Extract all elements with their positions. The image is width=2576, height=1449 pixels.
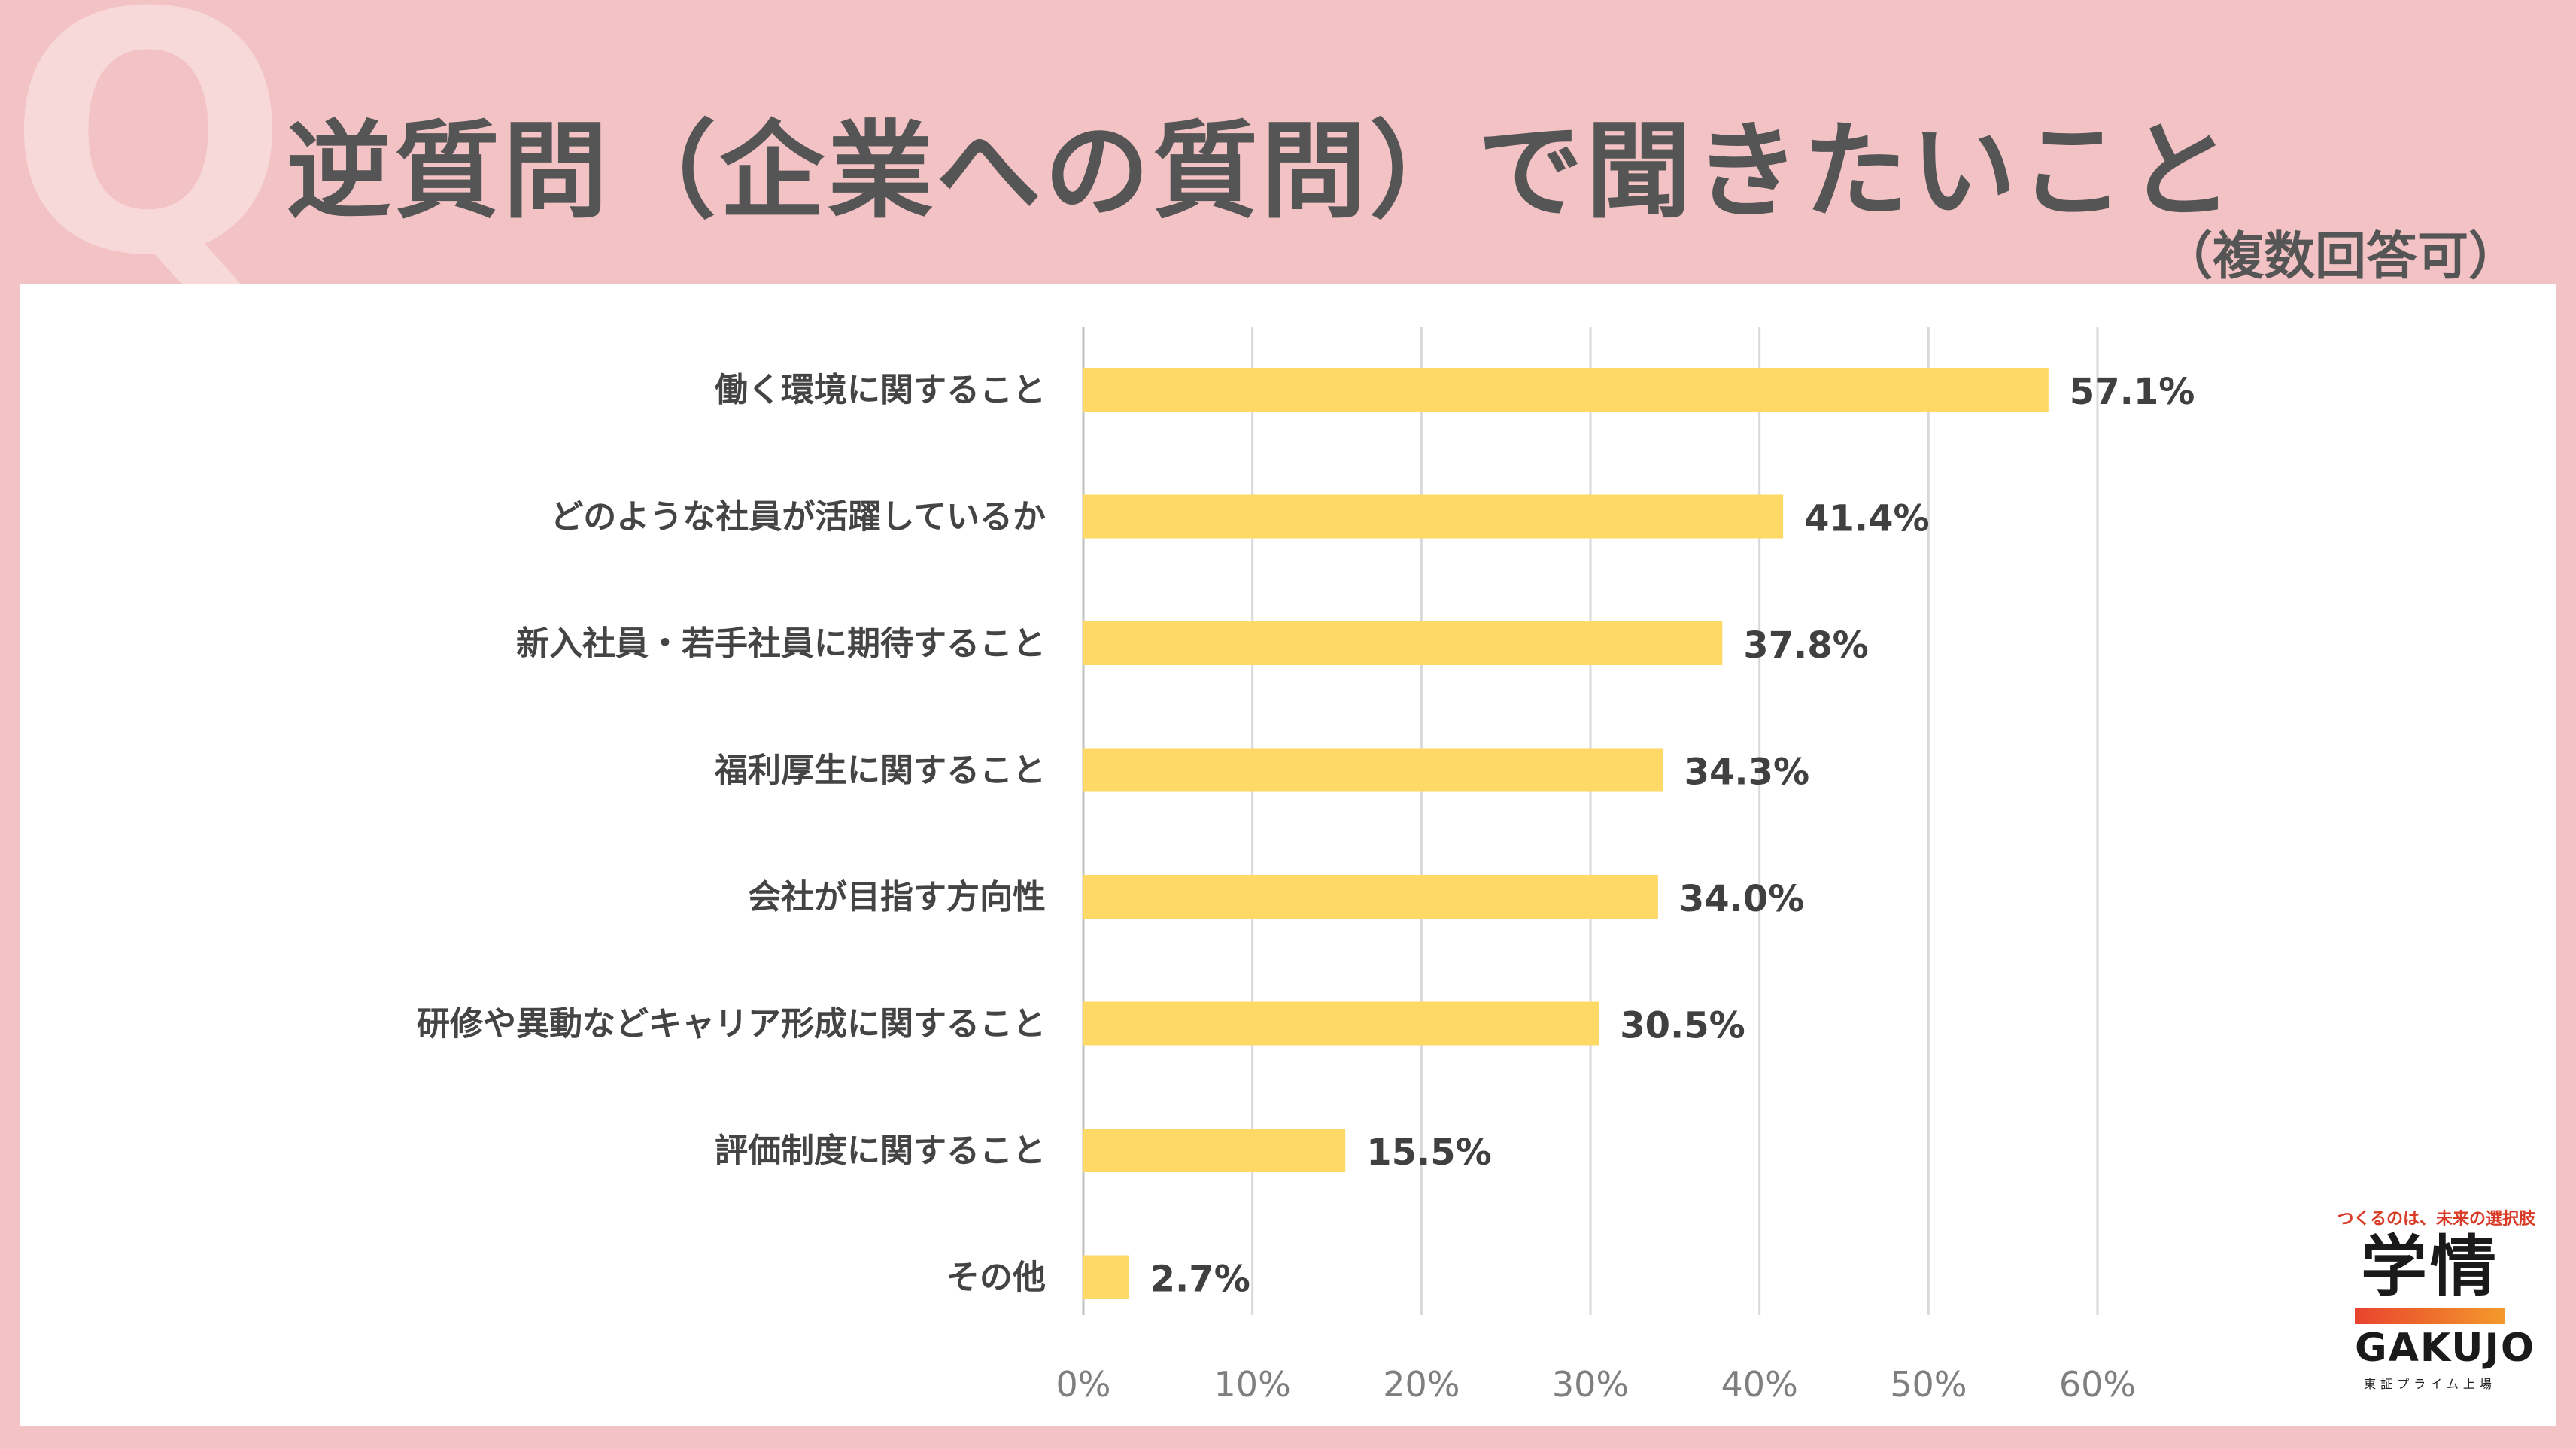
logo-subtext: 東証プライム上場 — [2364, 1377, 2496, 1391]
logo-tagline: つくるのは、未来の選択肢 — [2337, 1210, 2535, 1229]
category-label: 会社が目指す方向性 — [748, 878, 1046, 916]
value-label: 15.5% — [1366, 1132, 1492, 1174]
chart-panel: 0% 10% 20% 30% 40% 50% 60% 働く環境に関すること 57.1% どのような… — [20, 284, 2556, 1426]
value-label: 57.1% — [2070, 371, 2195, 413]
x-tick-label: 40% — [1721, 1364, 1798, 1405]
value-label: 41.4% — [1804, 498, 1930, 540]
bar — [1083, 1129, 1346, 1172]
gakujo-logo: 学情 GAKUJO 東証プライム上場 — [2355, 1228, 2536, 1392]
value-label: 34.0% — [1679, 878, 1805, 920]
bar — [1083, 494, 1784, 539]
x-tick-label: 10% — [1214, 1364, 1291, 1405]
bar — [1083, 875, 1658, 919]
logo-name: GAKUJO — [2355, 1326, 2536, 1371]
page-subtitle: （複数回答可） — [2161, 227, 2520, 287]
category-label: 働く環境に関すること — [715, 371, 1046, 409]
bar — [1083, 748, 1663, 792]
category-label: どのような社員が活躍しているか — [550, 498, 1046, 536]
category-label: 新入社員・若手社員に期待すること — [516, 624, 1046, 663]
x-tick-label: 0% — [1056, 1364, 1111, 1405]
category-label: その他 — [946, 1259, 1046, 1297]
category-label: 評価制度に関すること — [715, 1132, 1046, 1170]
q-letter-watermark: Q — [8, 0, 290, 328]
bar — [1083, 1255, 1129, 1299]
x-tick-label: 20% — [1383, 1364, 1460, 1405]
bar-chart: 0% 10% 20% 30% 40% 50% 60% 働く環境に関すること 57.1% どのような… — [417, 327, 2195, 1405]
category-label: 研修や異動などキャリア形成に関すること — [417, 1005, 1046, 1043]
page-title: 逆質問（企業への質問）で聞きたいこと — [286, 111, 2237, 233]
value-label: 34.3% — [1684, 752, 1810, 794]
bar — [1083, 621, 1723, 665]
bar — [1083, 368, 2049, 412]
x-tick-label: 60% — [2059, 1364, 2136, 1405]
x-tick-label: 50% — [1890, 1364, 1967, 1405]
x-tick-label: 30% — [1552, 1364, 1629, 1405]
logo-kanji: 学情 — [2360, 1228, 2499, 1305]
value-label: 30.5% — [1620, 1005, 1745, 1047]
value-label: 2.7% — [1150, 1259, 1250, 1301]
logo-color-bar — [2355, 1308, 2505, 1324]
bar — [1083, 1001, 1599, 1046]
category-label: 福利厚生に関すること — [714, 752, 1046, 790]
value-label: 37.8% — [1743, 624, 1869, 667]
